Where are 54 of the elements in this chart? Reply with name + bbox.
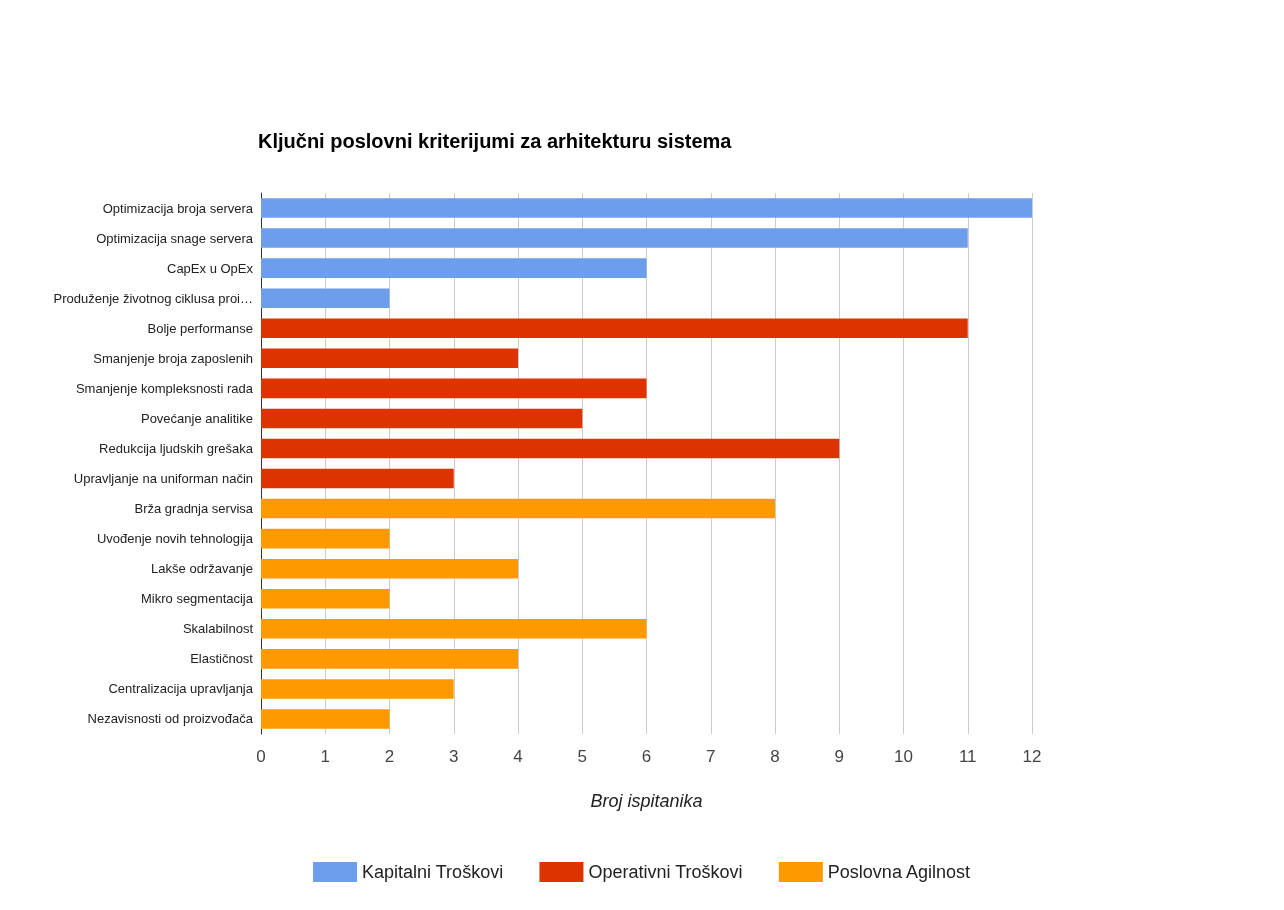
x-tick-label: 9 <box>834 747 844 766</box>
bar <box>261 468 454 489</box>
bar <box>261 228 968 248</box>
bar <box>261 198 1032 218</box>
bar <box>261 558 518 579</box>
y-tick-label: Mikro segmentacija <box>141 591 254 607</box>
bar <box>261 528 390 549</box>
bar <box>261 318 968 339</box>
x-tick-label: 8 <box>770 747 780 766</box>
x-tick-label: 0 <box>256 747 266 766</box>
y-tick-label: CapEx u OpEx <box>167 260 254 276</box>
chart-title: Ključni poslovni kriterijumi za arhitekturu sistema <box>258 130 733 152</box>
x-tick-label: 10 <box>894 747 913 766</box>
y-tick-label: Optimizacija broja servera <box>102 200 254 216</box>
y-tick-label: Uvođenje novih tehnologija <box>96 531 254 547</box>
bar <box>261 679 454 699</box>
x-tick-label: 11 <box>958 747 977 766</box>
y-tick-label: Optimizacija snage servera <box>96 230 254 246</box>
y-tick-label: Lakše održavanje <box>151 561 253 577</box>
y-tick-label: Elastičnost <box>190 651 254 667</box>
x-tick-label: 6 <box>641 747 652 766</box>
x-tick-label: 7 <box>706 747 716 766</box>
y-tick-label: Centralizacija upravljanja <box>108 681 254 697</box>
bar <box>261 288 390 308</box>
y-tick-label: Brža gradnja servisa <box>134 501 254 517</box>
bar <box>261 438 840 459</box>
bar <box>261 619 647 639</box>
x-tick-label: 12 <box>1022 747 1042 766</box>
x-tick-label: 3 <box>449 747 459 766</box>
bar <box>261 498 775 519</box>
y-tick-label: Redukcija ljudskih grešaka <box>99 440 254 456</box>
legend-label: Operativni Troškovi <box>588 862 743 882</box>
y-tick-label: Bolje performanse <box>147 320 253 336</box>
legend-label: Kapitalni Troškovi <box>362 862 504 882</box>
y-tick-label: Smanjenje broja zaposlenih <box>93 350 253 366</box>
bar <box>261 709 390 729</box>
y-tick-label: Skalabilnost <box>182 621 254 637</box>
x-tick-label: 4 <box>513 747 523 766</box>
bar <box>261 348 518 369</box>
y-tick-label: Produženje životnog ciklusa proi… <box>53 290 253 306</box>
y-tick-label: Povećanje analitike <box>140 410 253 426</box>
y-tick-label: Upravljanje na uniforman način <box>73 471 253 487</box>
x-tick-label: 1 <box>320 747 330 766</box>
bar <box>261 408 583 429</box>
y-tick-label: Smanjenje kompleksnosti rada <box>75 380 254 396</box>
y-tick-label: Nezavisnosti od proizvođača <box>87 711 254 727</box>
x-tick-label: 5 <box>577 747 587 766</box>
x-axis-title: Broj ispitanika <box>590 791 703 811</box>
bar <box>261 649 518 669</box>
bar <box>261 588 390 609</box>
x-tick-label: 2 <box>384 747 395 766</box>
legend-label: Poslovna Agilnost <box>827 862 970 882</box>
bar <box>261 258 647 278</box>
bar <box>261 378 647 399</box>
